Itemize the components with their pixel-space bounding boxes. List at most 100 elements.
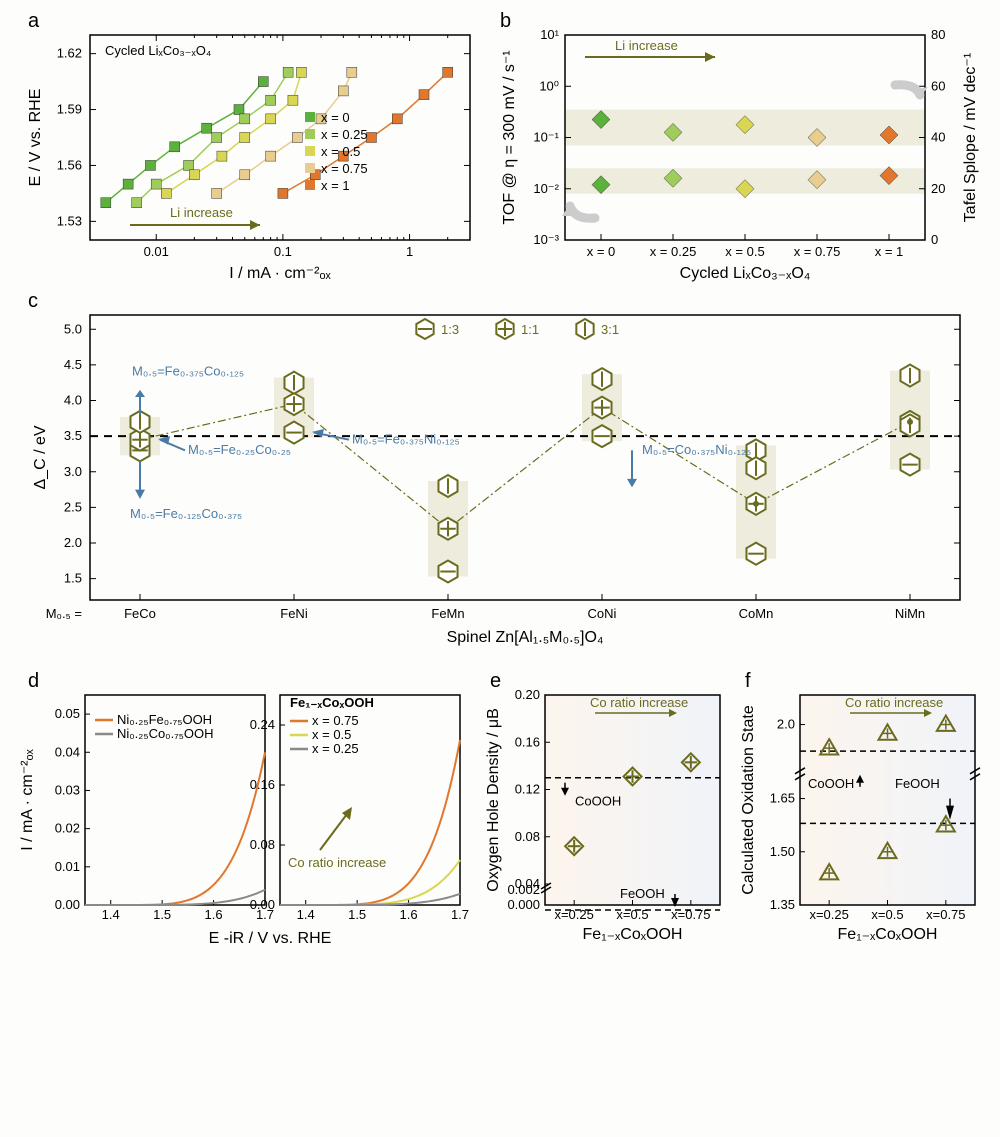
svg-text:1.5: 1.5 [348, 907, 366, 922]
svg-text:M₀.₅=Fe₀.₂₅Co₀.₂₅: M₀.₅=Fe₀.₂₅Co₀.₂₅ [188, 442, 291, 457]
svg-text:0: 0 [931, 232, 938, 247]
svg-text:E / V vs. RHE: E / V vs. RHE [27, 89, 44, 187]
svg-text:Ni₀.₂₅Fe₀.₇₅OOH: Ni₀.₂₅Fe₀.₇₅OOH [117, 712, 212, 727]
svg-text:Fe₁₋ₓCoₓOOH: Fe₁₋ₓCoₓOOH [583, 926, 683, 943]
panel-label-d: d [28, 670, 39, 693]
svg-text:I / mA · cm⁻²ₒₓ: I / mA · cm⁻²ₒₓ [19, 749, 36, 851]
svg-text:10⁻²: 10⁻² [533, 181, 559, 196]
svg-text:Fe₁₋ₓCoₓOOH: Fe₁₋ₓCoₓOOH [290, 695, 374, 710]
figure: a 1.531.561.591.620.010.11I / mA · cm⁻²ₒ… [0, 0, 1000, 980]
svg-text:x=0.25: x=0.25 [809, 907, 848, 922]
svg-text:TOF @ η = 300 mV / s⁻¹: TOF @ η = 300 mV / s⁻¹ [501, 50, 518, 224]
svg-text:0.24: 0.24 [250, 717, 275, 732]
svg-text:2.5: 2.5 [64, 499, 82, 514]
svg-text:0.12: 0.12 [515, 782, 540, 797]
svg-text:Oxygen Hole Density / μB: Oxygen Hole Density / μB [485, 708, 502, 892]
svg-text:3.0: 3.0 [64, 464, 82, 479]
panel-b: b 10⁻³10⁻²10⁻¹10⁰10¹020406080x = 0x = 0.… [490, 10, 990, 290]
panel-e: e 0.0000.0020.040.080.120.160.20x=0.25x=… [480, 670, 735, 970]
svg-text:1.5: 1.5 [153, 907, 171, 922]
svg-text:Fe₁₋ₓCoₓOOH: Fe₁₋ₓCoₓOOH [838, 926, 938, 943]
panel-f: f 2.01.351.501.65x=0.25x=0.5x=0.75CoOOHF… [735, 670, 990, 970]
svg-text:1.4: 1.4 [297, 907, 315, 922]
svg-text:M₀.₅=Fe₀.₃₇₅Ni₀.₁₂₅: M₀.₅=Fe₀.₃₇₅Ni₀.₁₂₅ [352, 431, 460, 446]
svg-text:Li increase: Li increase [615, 38, 678, 53]
panel-d: d 0.000.010.020.030.040.051.41.51.61.7Ni… [10, 670, 480, 970]
svg-text:0.02: 0.02 [55, 821, 80, 836]
svg-text:0.04: 0.04 [515, 876, 540, 891]
svg-text:0.000: 0.000 [507, 897, 540, 912]
svg-text:1:3: 1:3 [441, 322, 459, 337]
svg-text:M₀.₅=Co₀.₃₇₅Ni₀.₁₂₅: M₀.₅=Co₀.₃₇₅Ni₀.₁₂₅ [642, 442, 751, 457]
svg-text:CoOOH: CoOOH [575, 794, 621, 809]
svg-text:1.56: 1.56 [57, 157, 82, 172]
svg-text:0.05: 0.05 [55, 706, 80, 721]
panel-a: a 1.531.561.591.620.010.11I / mA · cm⁻²ₒ… [10, 10, 490, 290]
svg-text:0.04: 0.04 [55, 744, 80, 759]
svg-text:Ni₀.₂₅Co₀.₇₅OOH: Ni₀.₂₅Co₀.₇₅OOH [117, 726, 214, 741]
svg-text:FeOOH: FeOOH [620, 886, 665, 901]
svg-text:x = 0.25: x = 0.25 [312, 741, 359, 756]
svg-text:0.16: 0.16 [515, 734, 540, 749]
svg-text:0.00: 0.00 [250, 897, 275, 912]
svg-text:FeOOH: FeOOH [895, 776, 940, 791]
svg-text:x = 0.5: x = 0.5 [312, 727, 351, 742]
svg-text:1.59: 1.59 [57, 102, 82, 117]
svg-text:x = 1: x = 1 [321, 178, 350, 193]
svg-text:CoMn: CoMn [739, 606, 774, 621]
svg-text:M₀.₅=Fe₀.₁₂₅Co₀.₃₇₅: M₀.₅=Fe₀.₁₂₅Co₀.₃₇₅ [130, 506, 242, 521]
svg-text:10⁰: 10⁰ [539, 78, 559, 93]
svg-text:x = 0.75: x = 0.75 [794, 244, 841, 259]
svg-text:x = 0.5: x = 0.5 [321, 144, 360, 159]
svg-text:NiMn: NiMn [895, 606, 925, 621]
svg-text:x = 0.75: x = 0.75 [321, 161, 368, 176]
svg-text:Co ratio increase: Co ratio increase [845, 695, 943, 710]
svg-text:0.03: 0.03 [55, 782, 80, 797]
svg-text:3.5: 3.5 [64, 428, 82, 443]
svg-text:Spinel Zn[Al₁.₅M₀.₅]O₄: Spinel Zn[Al₁.₅M₀.₅]O₄ [447, 629, 604, 646]
svg-text:x = 0.5: x = 0.5 [725, 244, 764, 259]
svg-text:60: 60 [931, 78, 945, 93]
svg-text:M₀.₅ =: M₀.₅ = [46, 606, 82, 621]
svg-text:0.16: 0.16 [250, 777, 275, 792]
panel-c: c 1.52.02.53.03.54.04.55.0FeCoFeNiFeMnCo… [10, 290, 990, 670]
svg-text:1.6: 1.6 [205, 907, 223, 922]
svg-text:1: 1 [406, 244, 413, 259]
svg-text:Δ_C / eV: Δ_C / eV [32, 425, 49, 489]
svg-text:FeNi: FeNi [280, 606, 308, 621]
svg-text:I / mA · cm⁻²ₒₓ: I / mA · cm⁻²ₒₓ [229, 265, 331, 282]
panel-label-a: a [28, 10, 39, 33]
svg-text:1.7: 1.7 [451, 907, 469, 922]
panel-label-e: e [490, 670, 501, 693]
svg-text:10⁻¹: 10⁻¹ [533, 130, 559, 145]
svg-text:x = 0.75: x = 0.75 [312, 713, 359, 728]
svg-text:1.5: 1.5 [64, 571, 82, 586]
svg-text:1.53: 1.53 [57, 213, 82, 228]
svg-text:Co ratio increase: Co ratio increase [590, 695, 688, 710]
svg-text:4.0: 4.0 [64, 393, 82, 408]
svg-text:0.00: 0.00 [55, 897, 80, 912]
svg-text:E -iR / V vs. RHE: E -iR / V vs. RHE [209, 930, 332, 947]
svg-text:x = 0: x = 0 [321, 110, 350, 125]
svg-text:0.1: 0.1 [274, 244, 292, 259]
svg-text:1.4: 1.4 [102, 907, 120, 922]
svg-text:2.0: 2.0 [777, 717, 795, 732]
svg-text:x = 0.25: x = 0.25 [321, 127, 368, 142]
svg-text:Cycled LiₓCo₃₋ₓO₄: Cycled LiₓCo₃₋ₓO₄ [680, 265, 811, 282]
svg-text:0.08: 0.08 [515, 829, 540, 844]
svg-text:10¹: 10¹ [540, 27, 559, 42]
svg-text:1.50: 1.50 [770, 844, 795, 859]
svg-text:FeCo: FeCo [124, 606, 156, 621]
svg-text:CoNi: CoNi [588, 606, 617, 621]
svg-text:1.65: 1.65 [770, 791, 795, 806]
svg-text:x=0.5: x=0.5 [871, 907, 903, 922]
svg-text:5.0: 5.0 [64, 321, 82, 336]
svg-text:x=0.75: x=0.75 [926, 907, 965, 922]
svg-text:Cycled LiₓCo₃₋ₓO₄: Cycled LiₓCo₃₋ₓO₄ [105, 43, 211, 58]
svg-text:10⁻³: 10⁻³ [533, 232, 559, 247]
svg-text:Calculated Oxidation State: Calculated Oxidation State [740, 705, 757, 895]
svg-text:x = 0.25: x = 0.25 [650, 244, 697, 259]
svg-text:M₀.₅=Fe₀.₃₇₅Co₀.₁₂₅: M₀.₅=Fe₀.₃₇₅Co₀.₁₂₅ [132, 364, 244, 379]
svg-text:1.6: 1.6 [400, 907, 418, 922]
svg-text:0.20: 0.20 [515, 687, 540, 702]
